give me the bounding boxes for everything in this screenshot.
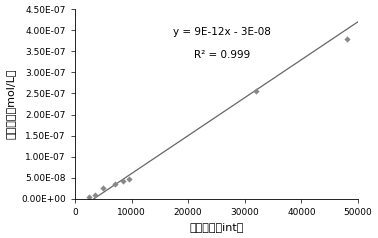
Point (125, 177, 132, 180)
Point (100, 186, 106, 190)
Point (92, 193, 98, 197)
X-axis label: 条带体积（int）: 条带体积（int） (189, 223, 244, 233)
Point (253, 89, 259, 93)
Point (344, 37, 350, 40)
Point (86, 195, 92, 199)
Point (112, 182, 118, 186)
Text: y = 9E-12x - 3E-08: y = 9E-12x - 3E-08 (173, 27, 271, 37)
Y-axis label: 样品浓度（mol/L）: 样品浓度（mol/L） (6, 69, 15, 139)
Text: R² = 0.999: R² = 0.999 (194, 50, 250, 60)
Point (120, 179, 126, 183)
